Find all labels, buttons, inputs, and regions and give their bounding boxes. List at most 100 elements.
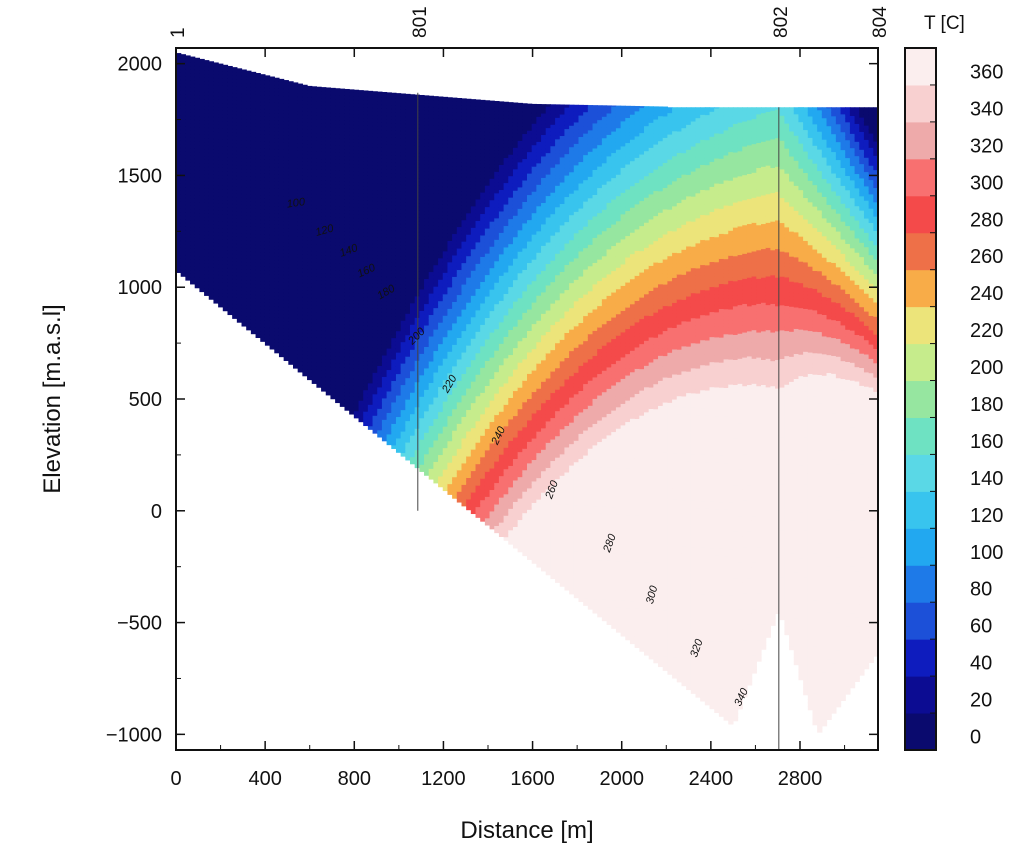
contour-cell [405,316,411,321]
contour-cell [433,375,439,380]
contour-cell [260,291,266,296]
contour-cell [218,185,224,190]
contour-cell [349,131,355,136]
contour-cell [367,422,374,427]
contour-cell [419,102,425,108]
contour-cell [199,202,205,207]
contour-cell [386,237,392,242]
contour-cell [358,396,364,401]
contour-cell [410,352,416,357]
contour-cell [391,305,397,310]
contour-cell [194,90,200,96]
contour-cell [372,204,378,209]
contour-cell [274,130,280,136]
contour-cell [208,77,215,82]
contour-cell [419,467,425,472]
contour-cell [367,329,374,334]
contour-cell [395,262,402,267]
contour-cell [428,232,434,237]
contour-cell [438,125,444,130]
contour-cell [260,208,266,214]
contour-cell [213,260,219,265]
contour-cell [433,193,439,198]
contour-cell [199,116,205,121]
contour-cell [208,206,215,211]
contour-cell [218,117,224,122]
contour-cell [377,336,383,341]
contour-cell [288,149,294,154]
contour-cell [410,202,416,207]
contour-cell [339,302,346,307]
contour-cell [344,270,350,275]
contour-cell [377,200,383,205]
contour-cell [424,217,430,222]
contour-cell [185,151,191,156]
contour-cell [363,310,369,316]
contour-cell [213,131,219,136]
contour-cell [176,172,182,177]
contour-cell [410,277,416,282]
contour-cell [349,181,355,186]
contour-cell [386,101,392,106]
contour-cell [410,152,416,157]
contour-cell [353,321,360,326]
contour-cell [176,179,182,184]
contour-cell [330,198,336,203]
contour-cell [442,308,449,313]
contour-cell [307,286,313,291]
contour-cell [297,89,303,94]
contour-cell [400,420,406,425]
contour-cell [335,277,341,282]
contour-cell [278,184,285,190]
contour-cell [325,133,332,138]
contour-cell [241,300,247,306]
contour-cell [344,102,350,107]
contour-cell [274,120,280,125]
contour-cell [400,134,406,139]
contour-cell [344,106,350,111]
contour-cell [246,197,252,202]
contour-cell [199,219,205,225]
contour-cell [190,187,196,192]
contour-cell [307,143,313,148]
contour-cell [433,307,439,312]
contour-cell [386,365,392,371]
contour-cell [447,379,453,384]
contour-cell [372,415,378,420]
contour-cell [278,181,285,186]
contour-cell [278,84,285,89]
contour-cell [176,218,182,223]
contour-cell [391,130,397,135]
contour-cell [372,325,378,330]
contour-cell [391,112,397,117]
contour-cell [339,198,346,203]
contour-cell [353,385,360,390]
contour-cell [176,182,182,188]
contour-cell [344,317,350,322]
contour-cell [438,118,444,123]
contour-cell [274,263,280,268]
contour-cell [395,273,402,278]
contour-cell [293,89,299,94]
contour-cell [246,168,252,173]
contour-cell [264,173,271,178]
contour-cell [180,133,186,138]
contour-cell [218,145,224,151]
contour-cell [447,340,453,345]
contour-cell [386,158,392,163]
contour-cell [344,88,350,93]
contour-cell [372,261,378,266]
contour-cell [194,284,200,289]
contour-cell [218,245,224,251]
contour-cell [321,87,327,92]
contour-cell [204,270,210,275]
contour-cell [241,186,247,191]
contour-cell [297,232,303,237]
contour-cell [325,362,332,367]
contour-cell [274,91,280,96]
contour-cell [367,418,374,423]
contour-cell [367,93,374,98]
contour-cell [213,299,219,304]
contour-cell [358,339,364,344]
contour-cell [438,179,444,184]
